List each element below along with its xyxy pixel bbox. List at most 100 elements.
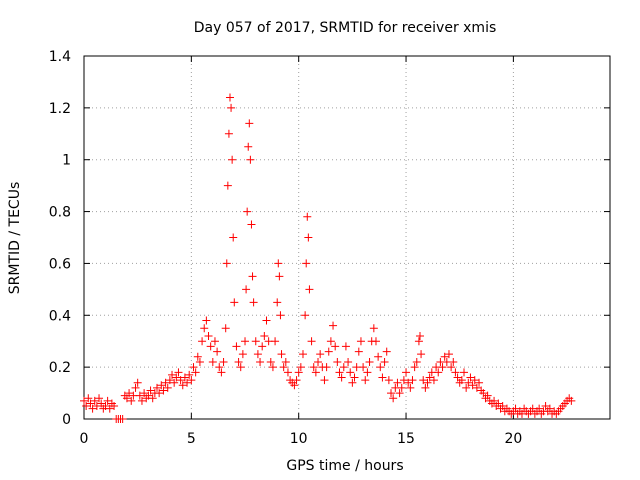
- data-point: [301, 311, 310, 320]
- data-point: [304, 233, 313, 242]
- data-point: [215, 363, 224, 372]
- data-point: [302, 259, 311, 268]
- data-point: [277, 350, 286, 359]
- data-point: [152, 383, 161, 392]
- data-point: [494, 399, 503, 408]
- data-point: [229, 233, 238, 242]
- data-point: [414, 337, 423, 346]
- data-point: [135, 391, 144, 400]
- data-point: [234, 357, 243, 366]
- data-point: [176, 376, 185, 385]
- data-point: [567, 396, 576, 405]
- data-point: [193, 352, 202, 361]
- data-point: [382, 347, 391, 356]
- data-point: [331, 342, 340, 351]
- data-point: [161, 378, 170, 387]
- data-point: [374, 352, 383, 361]
- data-point: [131, 383, 140, 392]
- data-point: [305, 285, 314, 294]
- data-point: [316, 350, 325, 359]
- data-point: [248, 272, 257, 281]
- data-point: [511, 404, 520, 413]
- data-point: [346, 368, 355, 377]
- data-point: [82, 402, 91, 411]
- x-tick-label: 5: [187, 431, 196, 447]
- data-point: [238, 350, 247, 359]
- data-point: [462, 383, 471, 392]
- data-point: [172, 373, 181, 382]
- data-point: [225, 93, 234, 102]
- y-tick-label: 1.2: [49, 101, 71, 117]
- data-point: [281, 357, 290, 366]
- data-point: [451, 368, 460, 377]
- data-point: [258, 342, 267, 351]
- data-point: [479, 389, 488, 398]
- data-point: [86, 399, 95, 408]
- data-point: [80, 396, 88, 405]
- y-tick-label: 1.4: [49, 49, 71, 65]
- data-point: [444, 350, 453, 359]
- data-point: [344, 357, 353, 366]
- data-point: [294, 368, 303, 377]
- data-point: [408, 376, 417, 385]
- data-point: [378, 373, 387, 382]
- data-point: [217, 368, 226, 377]
- data-point: [468, 381, 477, 390]
- data-point: [279, 363, 288, 372]
- data-point: [92, 402, 101, 411]
- axis-ticks: 0 0.2 0.4 0.6 0.8 1 1.2 1.4 0 5 10 15 20: [49, 49, 610, 447]
- data-point: [415, 332, 424, 341]
- data-point: [303, 212, 312, 221]
- data-point: [222, 259, 231, 268]
- data-point: [434, 368, 443, 377]
- data-point: [200, 324, 209, 333]
- data-point: [144, 391, 153, 400]
- data-point: [380, 357, 389, 366]
- data-point: [311, 368, 320, 377]
- data-point: [472, 383, 481, 392]
- data-point: [210, 337, 219, 346]
- data-point: [90, 396, 99, 405]
- data-point: [185, 370, 194, 379]
- data-point: [137, 396, 146, 405]
- data-point: [163, 383, 172, 392]
- data-point: [419, 376, 428, 385]
- data-point: [384, 376, 393, 385]
- data-point: [348, 378, 357, 387]
- data-point: [256, 357, 265, 366]
- data-point: [105, 404, 114, 413]
- data-point: [88, 404, 97, 413]
- data-point: [206, 342, 215, 351]
- data-point: [361, 376, 370, 385]
- data-point: [314, 357, 323, 366]
- data-point: [320, 376, 329, 385]
- data-point: [470, 376, 479, 385]
- data-point: [246, 155, 255, 164]
- data-point: [140, 389, 149, 398]
- data-point: [545, 404, 554, 413]
- data-point: [475, 378, 484, 387]
- data-point: [95, 394, 104, 403]
- data-point: [165, 376, 174, 385]
- data-point: [359, 363, 368, 372]
- data-point: [337, 373, 346, 382]
- y-axis-title: SRMTID / TECUs: [7, 182, 23, 295]
- data-point: [365, 357, 374, 366]
- data-point: [322, 363, 331, 372]
- y-tick-label: 0.6: [49, 256, 71, 272]
- y-tick-label: 0: [62, 412, 71, 428]
- data-point: [464, 378, 473, 387]
- data-point: [204, 332, 213, 341]
- data-point: [118, 415, 127, 423]
- data-point: [168, 370, 177, 379]
- data-point: [266, 357, 275, 366]
- data-point: [438, 363, 447, 372]
- data-point: [122, 394, 131, 403]
- data-point: [170, 378, 179, 387]
- data-point: [339, 363, 348, 372]
- data-point: [417, 350, 426, 359]
- grid: [84, 56, 610, 419]
- y-tick-label: 0.2: [49, 360, 71, 376]
- data-point: [178, 381, 187, 390]
